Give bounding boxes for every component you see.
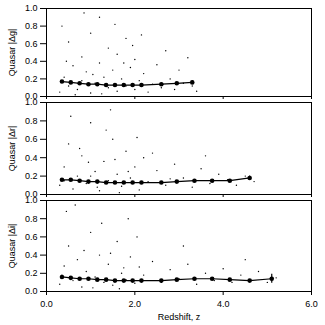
svg-text:Quasar |Δi|: Quasar |Δi| [7,224,17,269]
svg-text:0.8: 0.8 [25,116,38,126]
svg-text:0.2: 0.2 [25,171,38,181]
svg-text:0.4: 0.4 [25,56,38,66]
svg-text:0.4: 0.4 [25,153,38,163]
svg-text:0.8: 0.8 [25,21,38,31]
svg-text:4.0: 4.0 [217,299,230,309]
svg-text:0.8: 0.8 [25,214,38,224]
svg-text:0.6: 0.6 [25,39,38,49]
svg-text:0.2: 0.2 [25,74,38,84]
svg-text:0.0: 0.0 [25,286,38,296]
svg-text:0.6: 0.6 [25,232,38,242]
svg-text:0.0: 0.0 [25,91,38,99]
svg-text:1.0: 1.0 [25,99,38,107]
svg-text:0.0: 0.0 [40,299,53,309]
svg-text:2.0: 2.0 [129,299,142,309]
svg-text:6.0: 6.0 [305,299,318,309]
svg-text:Redshift, z: Redshift, z [158,312,201,322]
svg-text:1.0: 1.0 [25,197,38,205]
svg-text:Quasar |Δg|: Quasar |Δg| [7,29,17,77]
svg-text:0.0: 0.0 [25,189,38,197]
svg-text:Quasar |Δr|: Quasar |Δr| [7,126,17,172]
svg-text:1.0: 1.0 [25,3,38,13]
svg-text:0.4: 0.4 [25,250,38,260]
svg-text:0.6: 0.6 [25,134,38,144]
svg-text:0.2: 0.2 [25,268,38,278]
